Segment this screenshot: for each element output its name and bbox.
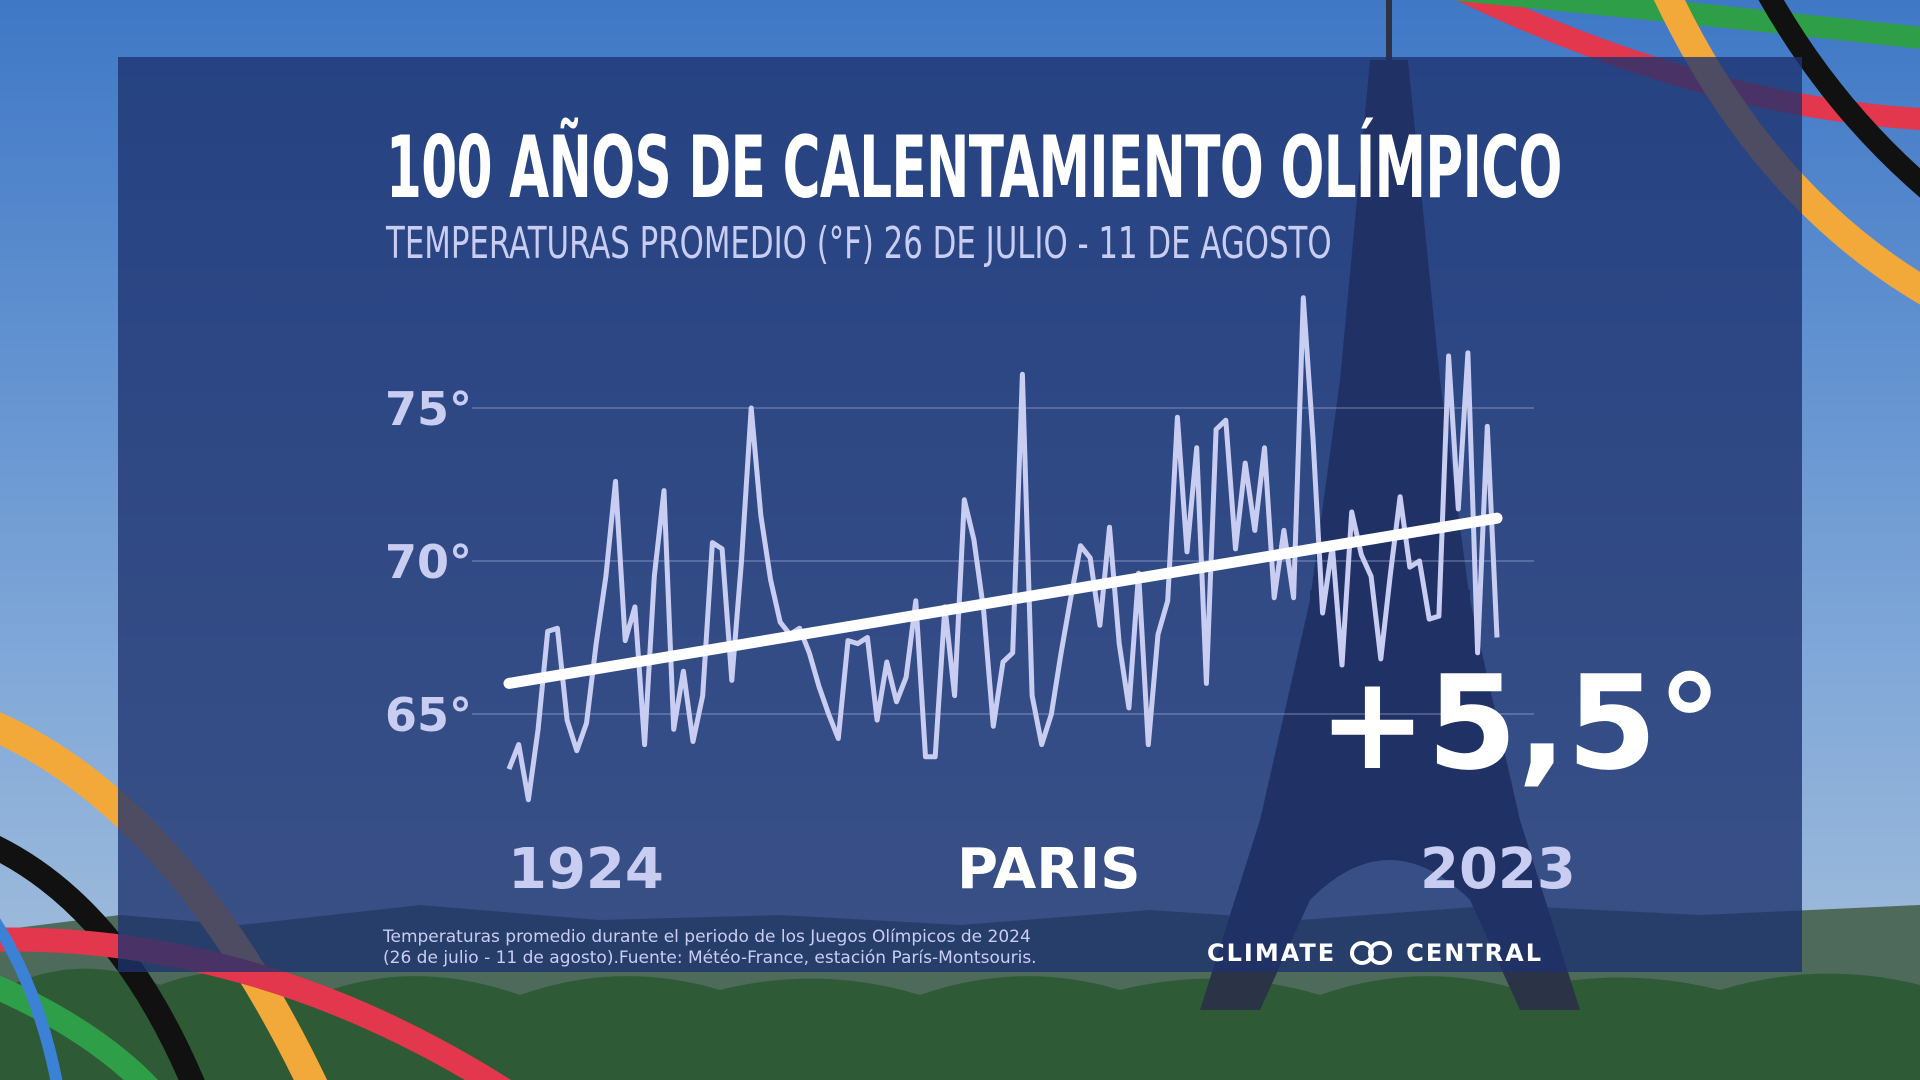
chart-panel — [118, 57, 1802, 972]
x-tick-label-start: 1924 — [508, 837, 664, 902]
city-label: PARIS — [957, 837, 1141, 902]
chart-title: 100 AÑOS DE CALENTAMIENTO OLÍMPICO — [386, 118, 1562, 218]
brand-word-right: CENTRAL — [1406, 939, 1544, 967]
footnote-line-2: (26 de julio - 11 de agosto).Fuente: Mét… — [383, 948, 1037, 968]
infinity-rings-icon — [1350, 941, 1393, 965]
y-tick-label-75: 75° — [385, 382, 472, 436]
trend-line — [503, 512, 1503, 689]
climate-central-logo: CLIMATE CENTRAL — [1207, 939, 1543, 967]
brand-word-left: CLIMATE — [1207, 939, 1337, 967]
temperature-change-label: +5,5° — [1318, 647, 1722, 799]
footnote: Temperaturas promedio durante el periodo… — [383, 927, 1037, 969]
y-tick-label-65: 65° — [385, 688, 472, 742]
trees-shape — [0, 968, 1920, 1080]
y-tick-label-70: 70° — [385, 535, 472, 589]
chart-subtitle: TEMPERATURAS PROMEDIO (°F) 26 DE JULIO -… — [386, 218, 1332, 269]
footnote-line-1: Temperaturas promedio durante el periodo… — [383, 927, 1031, 947]
x-tick-label-end: 2023 — [1420, 837, 1576, 902]
